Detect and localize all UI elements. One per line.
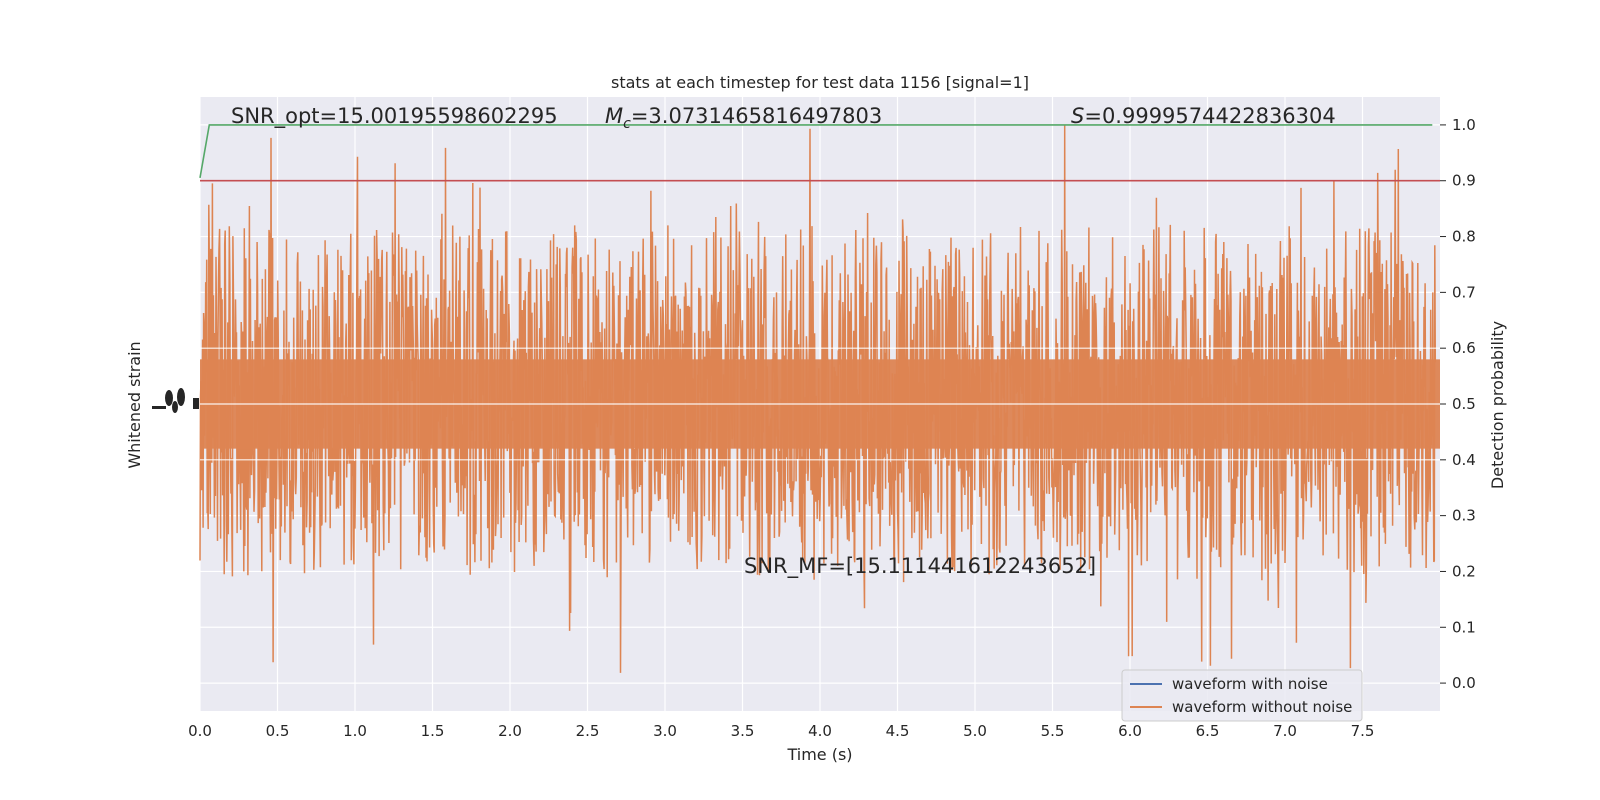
y-axis-right-label: Detection probability: [1488, 321, 1507, 489]
chart-title: stats at each timestep for test data 115…: [611, 73, 1029, 92]
y-tick-label: 0.6: [1452, 339, 1476, 357]
y-tick-label: 0.2: [1452, 562, 1476, 580]
x-tick-label: 6.5: [1196, 722, 1220, 740]
x-tick-label: 2.0: [498, 722, 522, 740]
y-axis-left-label: Whitened strain: [125, 341, 144, 468]
y-tick-label: 1.0: [1452, 116, 1476, 134]
legend-label-no-noise: waveform without noise: [1172, 698, 1352, 716]
y-tick-label: 0.7: [1452, 283, 1476, 301]
series-probability-lines: [199, 124, 1440, 182]
y-tick-label: 0.3: [1452, 507, 1476, 525]
x-tick-label: 5.5: [1041, 722, 1065, 740]
annotation-snr-mf: SNR_MF=[15.111441612243652]: [744, 554, 1096, 579]
x-axis-ticks: 0.0 0.5 1.0 1.5 2.0 2.5 3.0 3.5 4.0 4.5 5.0 5.5 6.0 6…: [188, 722, 1374, 740]
x-tick-label: 5.0: [963, 722, 987, 740]
x-tick-label: 6.0: [1118, 722, 1142, 740]
x-tick-label: 2.5: [576, 722, 600, 740]
series-waveform-without-noise: [199, 124, 1440, 673]
legend: waveform with noise waveform without noi…: [1121, 669, 1363, 722]
y-tick-label: 0.5: [1452, 395, 1476, 413]
x-tick-label: 7.0: [1273, 722, 1297, 740]
x-tick-label: 3.0: [653, 722, 677, 740]
x-tick-label: 7.5: [1351, 722, 1375, 740]
x-tick-label: 4.0: [808, 722, 832, 740]
x-tick-label: 1.0: [343, 722, 367, 740]
y-axis-right-ticks: 0.0 0.1 0.2 0.3 0.4 0.5 0.6 0.7 0.8 0.9 1.0: [1440, 116, 1476, 692]
y-tick-label: 0.8: [1452, 228, 1476, 246]
y-tick-label: 0.9: [1452, 172, 1476, 190]
x-axis-label: Time (s): [786, 745, 852, 764]
y-tick-label: 0.0: [1452, 674, 1476, 692]
series-line-detection-probability: [199, 124, 1433, 179]
legend-box: [1121, 669, 1363, 722]
annotation-chirp-mass: Mc=3.0731465816497803: [605, 104, 882, 132]
x-tick-label: 0.0: [188, 722, 212, 740]
x-tick-label: 1.5: [421, 722, 445, 740]
x-tick-label: 0.5: [266, 722, 290, 740]
y-tick-label: 0.4: [1452, 451, 1476, 469]
x-tick-label: 4.5: [886, 722, 910, 740]
annotation-snr-opt: SNR_opt=15.00195598602295: [231, 104, 558, 129]
legend-label-noise: waveform with noise: [1172, 675, 1328, 693]
y-tick-label: 0.1: [1452, 618, 1476, 636]
left-axis-tick-clutter: [152, 388, 199, 413]
annotation-score: S=0.9999574422836304: [1071, 104, 1336, 128]
x-tick-label: 3.5: [731, 722, 755, 740]
